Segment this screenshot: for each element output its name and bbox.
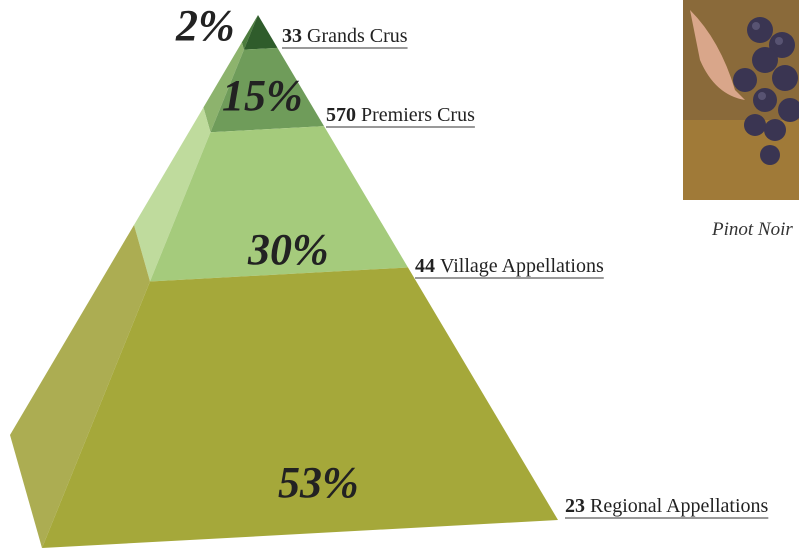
percent-label: 2% — [175, 1, 235, 50]
level-label: 44 Village Appellations — [415, 255, 604, 277]
percent-label: 53% — [278, 458, 359, 507]
level-label: 23 Regional Appellations — [565, 495, 769, 517]
level-label: 33 Grands Crus — [282, 25, 408, 47]
level-count: 33 — [282, 25, 302, 47]
photo-caption: Pinot Noir — [711, 219, 793, 240]
level-count: 570 — [326, 104, 356, 126]
level-label: 570 Premiers Crus — [326, 104, 475, 126]
level-name: Premiers Crus — [361, 104, 475, 126]
level-name: Village Appellations — [440, 255, 604, 277]
percent-label: 15% — [222, 71, 303, 120]
level-name: Grands Crus — [307, 25, 408, 47]
level-count: 23 — [565, 495, 585, 517]
photo — [683, 0, 799, 200]
pyramid: 2% 33 Grands Crus 15% 570 Premiers Crus 30% 4… — [10, 1, 769, 548]
level-count: 44 — [415, 255, 435, 277]
percent-label: 30% — [247, 225, 329, 274]
level-name: Regional Appellations — [590, 495, 769, 517]
pyramid-infographic: Pinot Noir 2% 33 Grands Crus 15% 570 Premie… — [0, 0, 799, 554]
